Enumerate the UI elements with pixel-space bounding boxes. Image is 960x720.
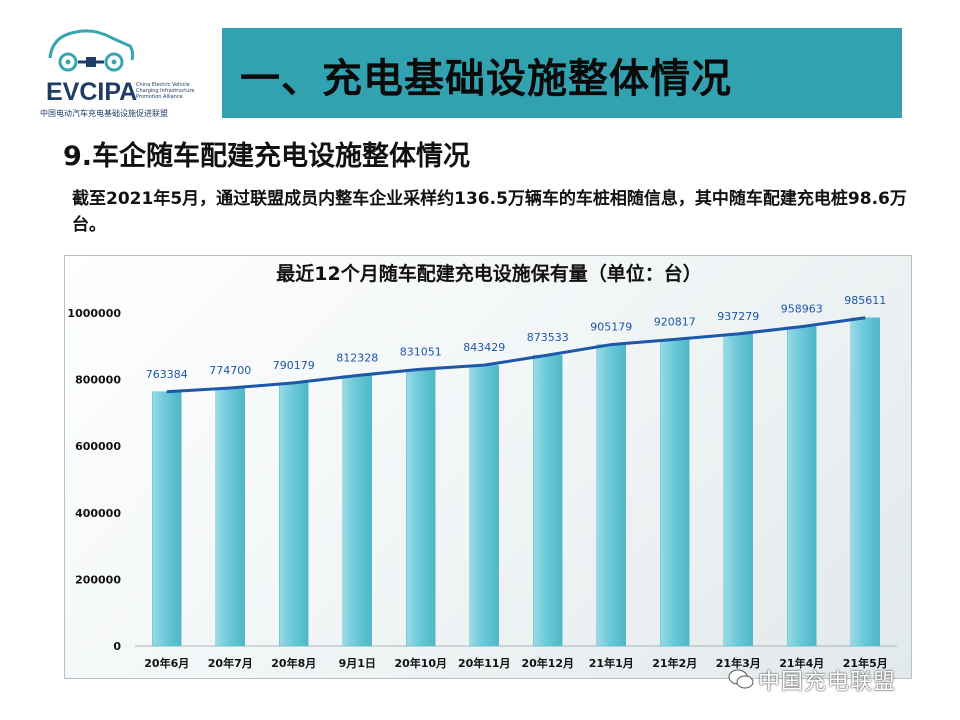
- trend-line: [166, 316, 866, 394]
- bar-chart: 最近12个月随车配建充电设施保有量（单位：台） 0 200000 400000 6000…: [67, 262, 897, 670]
- watermark: 中国充电联盟: [758, 670, 897, 695]
- data-label: 937279: [717, 310, 759, 323]
- data-label: 985611: [844, 294, 886, 307]
- bar: [850, 317, 880, 647]
- bar: [533, 354, 563, 647]
- bar: [342, 375, 372, 647]
- x-tick-label: 20年6月: [144, 656, 189, 670]
- x-tick-label: 20年8月: [271, 656, 316, 670]
- x-tick-label: 21年4月: [779, 656, 824, 670]
- intro-text: 截至2021年5月，通过联盟成员内整车企业采样约136.5万辆车的车桩相随信息，…: [72, 189, 907, 235]
- chart-panel: 最近12个月随车配建充电设施保有量（单位：台） 0 200000 400000 6000…: [64, 255, 912, 679]
- wechat-icon: [728, 669, 754, 689]
- y-tick-label: 1000000: [67, 307, 121, 320]
- y-tick-label: 800000: [75, 374, 121, 387]
- data-label: 873533: [527, 331, 569, 344]
- y-tick-label: 600000: [75, 440, 121, 453]
- data-label: 920817: [654, 315, 696, 328]
- x-tick-label: 20年12月: [521, 656, 574, 670]
- x-tick-label: 9月1日: [339, 657, 376, 670]
- data-label: 958963: [781, 303, 823, 316]
- data-label: 831051: [400, 345, 442, 358]
- y-tick-label: 400000: [75, 507, 121, 520]
- logo-chinese-name: 中国电动汽车充电基础设施促进联盟: [40, 109, 168, 118]
- car-plug-icon: [48, 29, 135, 72]
- data-label: 763384: [146, 368, 188, 381]
- logo-brand: EVCIPA: [46, 78, 138, 106]
- bar: [787, 326, 817, 647]
- data-label: 905179: [590, 321, 632, 334]
- data-label: 812328: [336, 351, 378, 364]
- bar: [469, 364, 499, 647]
- logo-subtitle-line: China Electric Vehicle: [136, 82, 190, 88]
- bar: [723, 333, 753, 647]
- data-label: 774700: [209, 364, 251, 377]
- bar: [215, 387, 245, 647]
- evcipa-logo: EVCIPA China Electric Vehicle Charging I…: [40, 22, 210, 122]
- x-tick-label: 21年2月: [652, 656, 697, 670]
- bar: [660, 339, 690, 647]
- y-tick-label: 0: [113, 640, 121, 653]
- bar: [406, 369, 436, 647]
- x-tick-label: 21年1月: [589, 656, 634, 670]
- section-heading: 9.车企随车配建充电设施整体情况: [63, 141, 471, 172]
- data-label: 843429: [463, 341, 505, 354]
- bar: [279, 382, 309, 647]
- header-banner: 一、充电基础设施整体情况: [222, 28, 902, 118]
- x-tick-label: 20年11月: [458, 656, 511, 670]
- logo-subtitle-line: Promotion Alliance: [136, 94, 183, 100]
- bar: [596, 344, 626, 647]
- chart-title: 最近12个月随车配建充电设施保有量（单位：台）: [276, 262, 701, 285]
- data-label: 790179: [273, 359, 315, 372]
- x-tick-label: 21年3月: [716, 656, 761, 670]
- x-tick-label: 20年7月: [208, 656, 253, 670]
- y-tick-label: 200000: [75, 573, 121, 586]
- x-tick-label: 20年10月: [394, 656, 447, 670]
- x-tick-label: 21年5月: [843, 656, 888, 670]
- page-title: 一、充电基础设施整体情况: [240, 56, 732, 102]
- logo-subtitle-line: Charging Infrastructure: [136, 88, 195, 94]
- logo-subtitle: China Electric Vehicle Charging Infrastr…: [136, 82, 216, 100]
- bar: [152, 391, 182, 647]
